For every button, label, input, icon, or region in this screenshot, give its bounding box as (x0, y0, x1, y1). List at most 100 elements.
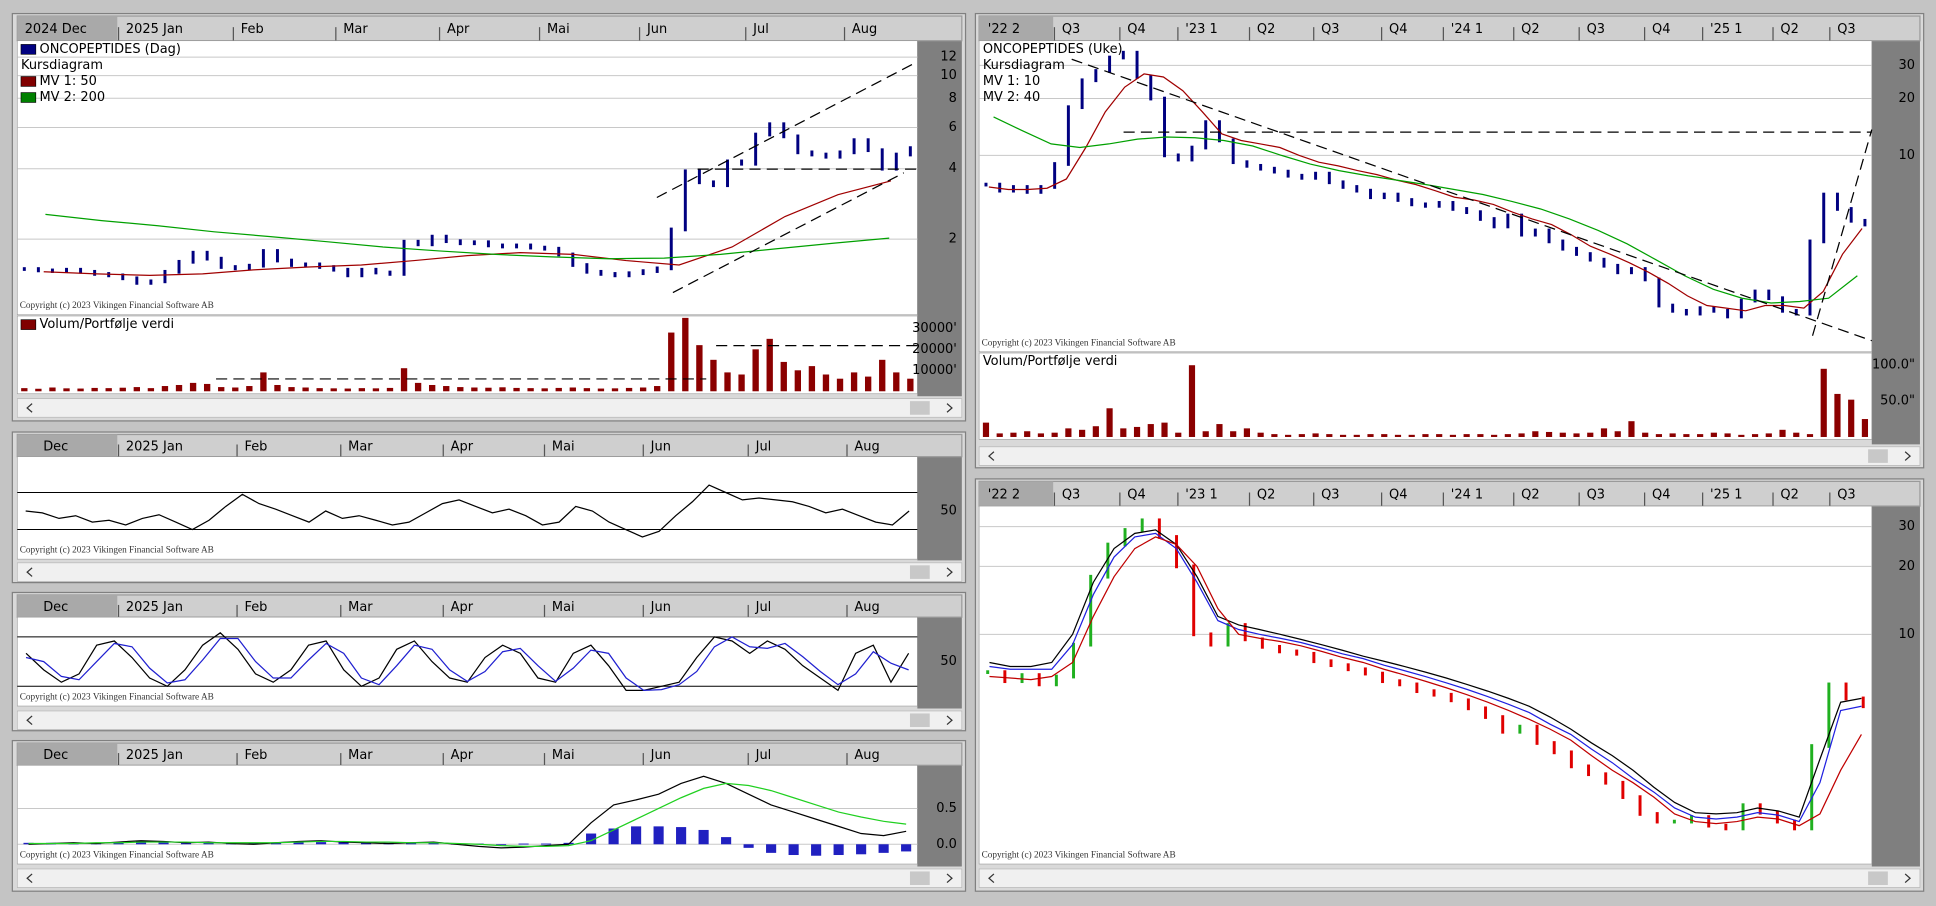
price-candle (1506, 213, 1510, 229)
price-candle (205, 250, 209, 261)
scroll-right[interactable] (946, 403, 953, 413)
scroll-thumb[interactable] (1868, 449, 1888, 463)
scroll-right[interactable] (946, 715, 953, 726)
y-tick-label: 20 (1899, 91, 1915, 106)
scroll-thumb[interactable] (1868, 871, 1888, 886)
scroll-left[interactable] (26, 715, 33, 726)
price-candle (1135, 50, 1139, 79)
scroll-left[interactable] (26, 567, 33, 577)
time-label: Jun (650, 439, 671, 454)
volume-bar (586, 833, 597, 845)
price-candle (1478, 210, 1482, 221)
price-candle (711, 180, 715, 188)
price-candle (1518, 724, 1522, 734)
y-tick-label: 100.0" (1872, 358, 1915, 373)
scrollbar (978, 446, 1921, 466)
price-candle (135, 276, 139, 285)
volume-bar (982, 422, 990, 437)
time-label: Q3 (1321, 487, 1339, 502)
chart-panel: Dec 2025 Jan Feb Mar Apr Mai Jun Jul Aug 0.0 0.5 Co… (11, 739, 967, 892)
price-candle (1341, 180, 1345, 189)
time-label: 2024 Dec (25, 22, 87, 37)
price-candle (304, 262, 308, 267)
price-candle (669, 227, 673, 271)
price-candle (1724, 823, 1728, 831)
volume-bar (583, 388, 591, 392)
volume-bar (1806, 434, 1814, 437)
volume-bar (780, 361, 787, 392)
time-label: '24 1 (1451, 487, 1483, 502)
price-candle (768, 122, 772, 137)
scroll-thumb[interactable] (909, 565, 930, 579)
volume-bar (1559, 432, 1566, 437)
scroll-right[interactable] (1904, 451, 1912, 461)
scroll-left[interactable] (988, 451, 995, 461)
scroll-right[interactable] (946, 567, 953, 577)
time-label: Aug (854, 748, 879, 763)
legend-label: MV 2: 40 (983, 90, 1040, 105)
price-candle (810, 150, 814, 157)
price-candle (1346, 663, 1350, 672)
price-candle (275, 249, 279, 263)
price-candle (1039, 185, 1043, 194)
trend-line (672, 172, 905, 294)
price-candle (1552, 741, 1556, 755)
scroll-thumb[interactable] (909, 713, 930, 728)
price-candle (515, 243, 519, 249)
time-header-first (17, 434, 118, 457)
price-candle (472, 240, 476, 246)
time-label: Apr (447, 22, 470, 37)
volume-bar (1669, 433, 1676, 437)
y-axis-area (1871, 506, 1920, 867)
volume-bar (850, 372, 858, 392)
time-label: '23 1 (1185, 22, 1217, 37)
y-tick-label: 50 (940, 654, 956, 669)
volume-bar (35, 388, 42, 392)
price-candle (1671, 303, 1675, 313)
scroll-left[interactable] (26, 873, 33, 884)
volume-bar (996, 433, 1003, 437)
price-candle (1484, 706, 1488, 719)
time-label: Feb (244, 600, 267, 615)
volume-bar (721, 837, 732, 845)
volume-bar (811, 844, 822, 856)
volume-bar (1587, 432, 1594, 437)
volume-bar (1449, 434, 1457, 437)
legend-label: ONCOPEPTIDES (Uke) (983, 42, 1123, 57)
time-label: Mar (348, 439, 373, 454)
time-label: Q3 (1837, 487, 1855, 502)
price-candle (683, 169, 687, 232)
scroll-thumb[interactable] (909, 401, 930, 415)
volume-bar (1779, 429, 1786, 437)
legend-label: Volum/Portfølje verdi (40, 317, 175, 332)
scroll-left[interactable] (26, 403, 33, 413)
y-tick-label: 30000' (912, 321, 957, 336)
volume-bar (1394, 434, 1402, 437)
time-label: Q3 (1837, 22, 1855, 37)
volume-bar (1037, 433, 1045, 437)
volume-bar (1010, 432, 1017, 437)
volume-bar (302, 387, 309, 392)
scroll-right[interactable] (946, 873, 953, 884)
volume-bar (499, 387, 506, 392)
scroll-thumb[interactable] (909, 871, 930, 886)
price-candle (1690, 815, 1694, 824)
chart-panel: '22 2 Q3 Q4 '23 1 Q2 Q3 Q4 '24 1 Q2 Q3 Q4 '25 1 Q2 Q3… (974, 12, 1925, 469)
volume-bar (248, 842, 259, 845)
y-tick-label: 4 (949, 161, 957, 176)
time-label: Q2 (1521, 487, 1539, 502)
volume-bar (1271, 434, 1278, 437)
time-label: Aug (854, 439, 879, 454)
price-candle (444, 234, 448, 244)
price-candle (838, 150, 842, 159)
y-axis-area (917, 40, 962, 397)
price-candle (1286, 169, 1290, 178)
price-candle (261, 249, 265, 268)
price-candle (641, 269, 645, 276)
scroll-left[interactable] (988, 873, 995, 884)
price-candle (486, 240, 490, 248)
price-candle (121, 273, 125, 281)
scroll-right[interactable] (1904, 873, 1912, 884)
price-candle (1259, 163, 1263, 171)
volume-bar (429, 384, 436, 392)
